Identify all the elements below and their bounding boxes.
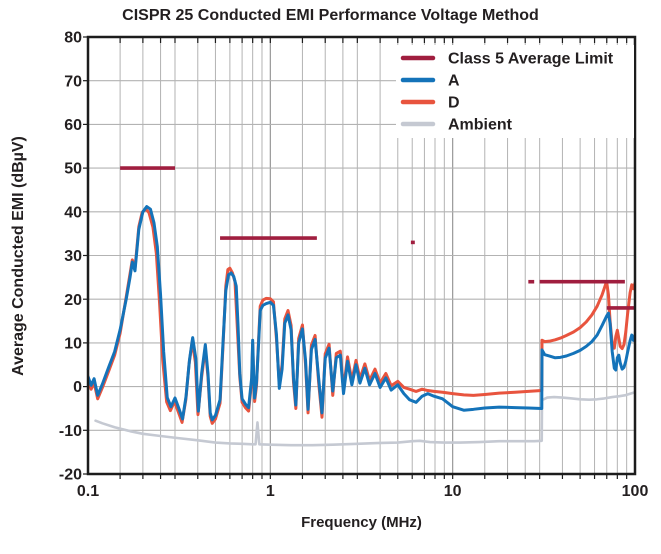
- y-tick-label: 70: [64, 73, 82, 90]
- y-tick-label: 30: [64, 248, 82, 265]
- y-tick-label: -20: [59, 467, 82, 484]
- legend-label-ambient: Ambient: [448, 117, 513, 134]
- y-tick-label: 0: [73, 379, 82, 396]
- x-tick-label: 100: [622, 483, 649, 500]
- plot-frame: [86, 35, 637, 476]
- y-tick-label: 40: [64, 204, 82, 221]
- y-tick-label: 80: [64, 30, 82, 47]
- series-a-line: [88, 205, 635, 422]
- legend-label-d: D: [448, 95, 460, 112]
- y-tick-label: 60: [64, 117, 82, 134]
- y-tick-label: 20: [64, 292, 82, 309]
- chart-title: CISPR 25 Conducted EMI Performance Volta…: [122, 7, 539, 24]
- legend-label-class-5-average-limit: Class 5 Average Limit: [448, 51, 614, 68]
- legend-label-a: A: [448, 73, 460, 90]
- y-tick-label: 50: [64, 161, 82, 178]
- x-tick-label: 1: [266, 483, 275, 500]
- x-axis-title: Frequency (MHz): [301, 514, 422, 531]
- series-d-line: [88, 207, 635, 425]
- legend-background: [396, 45, 634, 138]
- y-tick-label: 10: [64, 336, 82, 353]
- x-tick-label: 0.1: [77, 483, 99, 500]
- x-tick-label: 10: [444, 483, 462, 500]
- series-ambient-line: [94, 390, 635, 447]
- y-tick-label: -10: [59, 423, 82, 440]
